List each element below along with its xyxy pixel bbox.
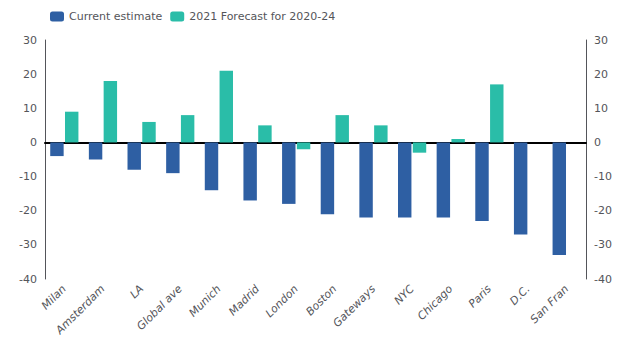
svg-text:-10: -10 bbox=[19, 170, 37, 183]
svg-text:NYC: NYC bbox=[392, 282, 417, 307]
svg-text:-40: -40 bbox=[19, 273, 37, 286]
svg-text:LA: LA bbox=[127, 282, 146, 301]
svg-text:London: London bbox=[263, 282, 301, 320]
svg-text:San Fran: San Fran bbox=[528, 282, 572, 326]
svg-text:Chicago: Chicago bbox=[415, 282, 456, 323]
svg-text:0: 0 bbox=[30, 136, 37, 149]
svg-text:0: 0 bbox=[594, 136, 601, 149]
svg-text:-20: -20 bbox=[594, 204, 612, 217]
svg-text:-10: -10 bbox=[594, 170, 612, 183]
svg-text:Global ave: Global ave bbox=[134, 282, 185, 333]
svg-text:Gateways: Gateways bbox=[331, 282, 379, 330]
svg-text:-20: -20 bbox=[19, 204, 37, 217]
svg-text:D.C.: D.C. bbox=[507, 282, 533, 308]
svg-text:30: 30 bbox=[23, 34, 37, 47]
svg-text:20: 20 bbox=[594, 68, 608, 81]
svg-text:10: 10 bbox=[23, 102, 37, 115]
svg-text:Munich: Munich bbox=[186, 282, 223, 319]
svg-text:Boston: Boston bbox=[303, 282, 339, 318]
svg-text:Amsterdam: Amsterdam bbox=[52, 282, 107, 337]
svg-text:30: 30 bbox=[594, 34, 608, 47]
svg-text:10: 10 bbox=[594, 102, 608, 115]
svg-text:Milan: Milan bbox=[39, 282, 69, 312]
svg-text:-40: -40 bbox=[594, 273, 612, 286]
svg-text:2021 Forecast for 2020-24: 2021 Forecast for 2020-24 bbox=[189, 10, 335, 23]
svg-text:-30: -30 bbox=[19, 238, 37, 251]
svg-text:Madrid: Madrid bbox=[226, 282, 263, 319]
svg-text:Current estimate: Current estimate bbox=[69, 10, 162, 23]
svg-text:Paris: Paris bbox=[466, 282, 494, 310]
svg-text:-30: -30 bbox=[594, 238, 612, 251]
svg-text:20: 20 bbox=[23, 68, 37, 81]
